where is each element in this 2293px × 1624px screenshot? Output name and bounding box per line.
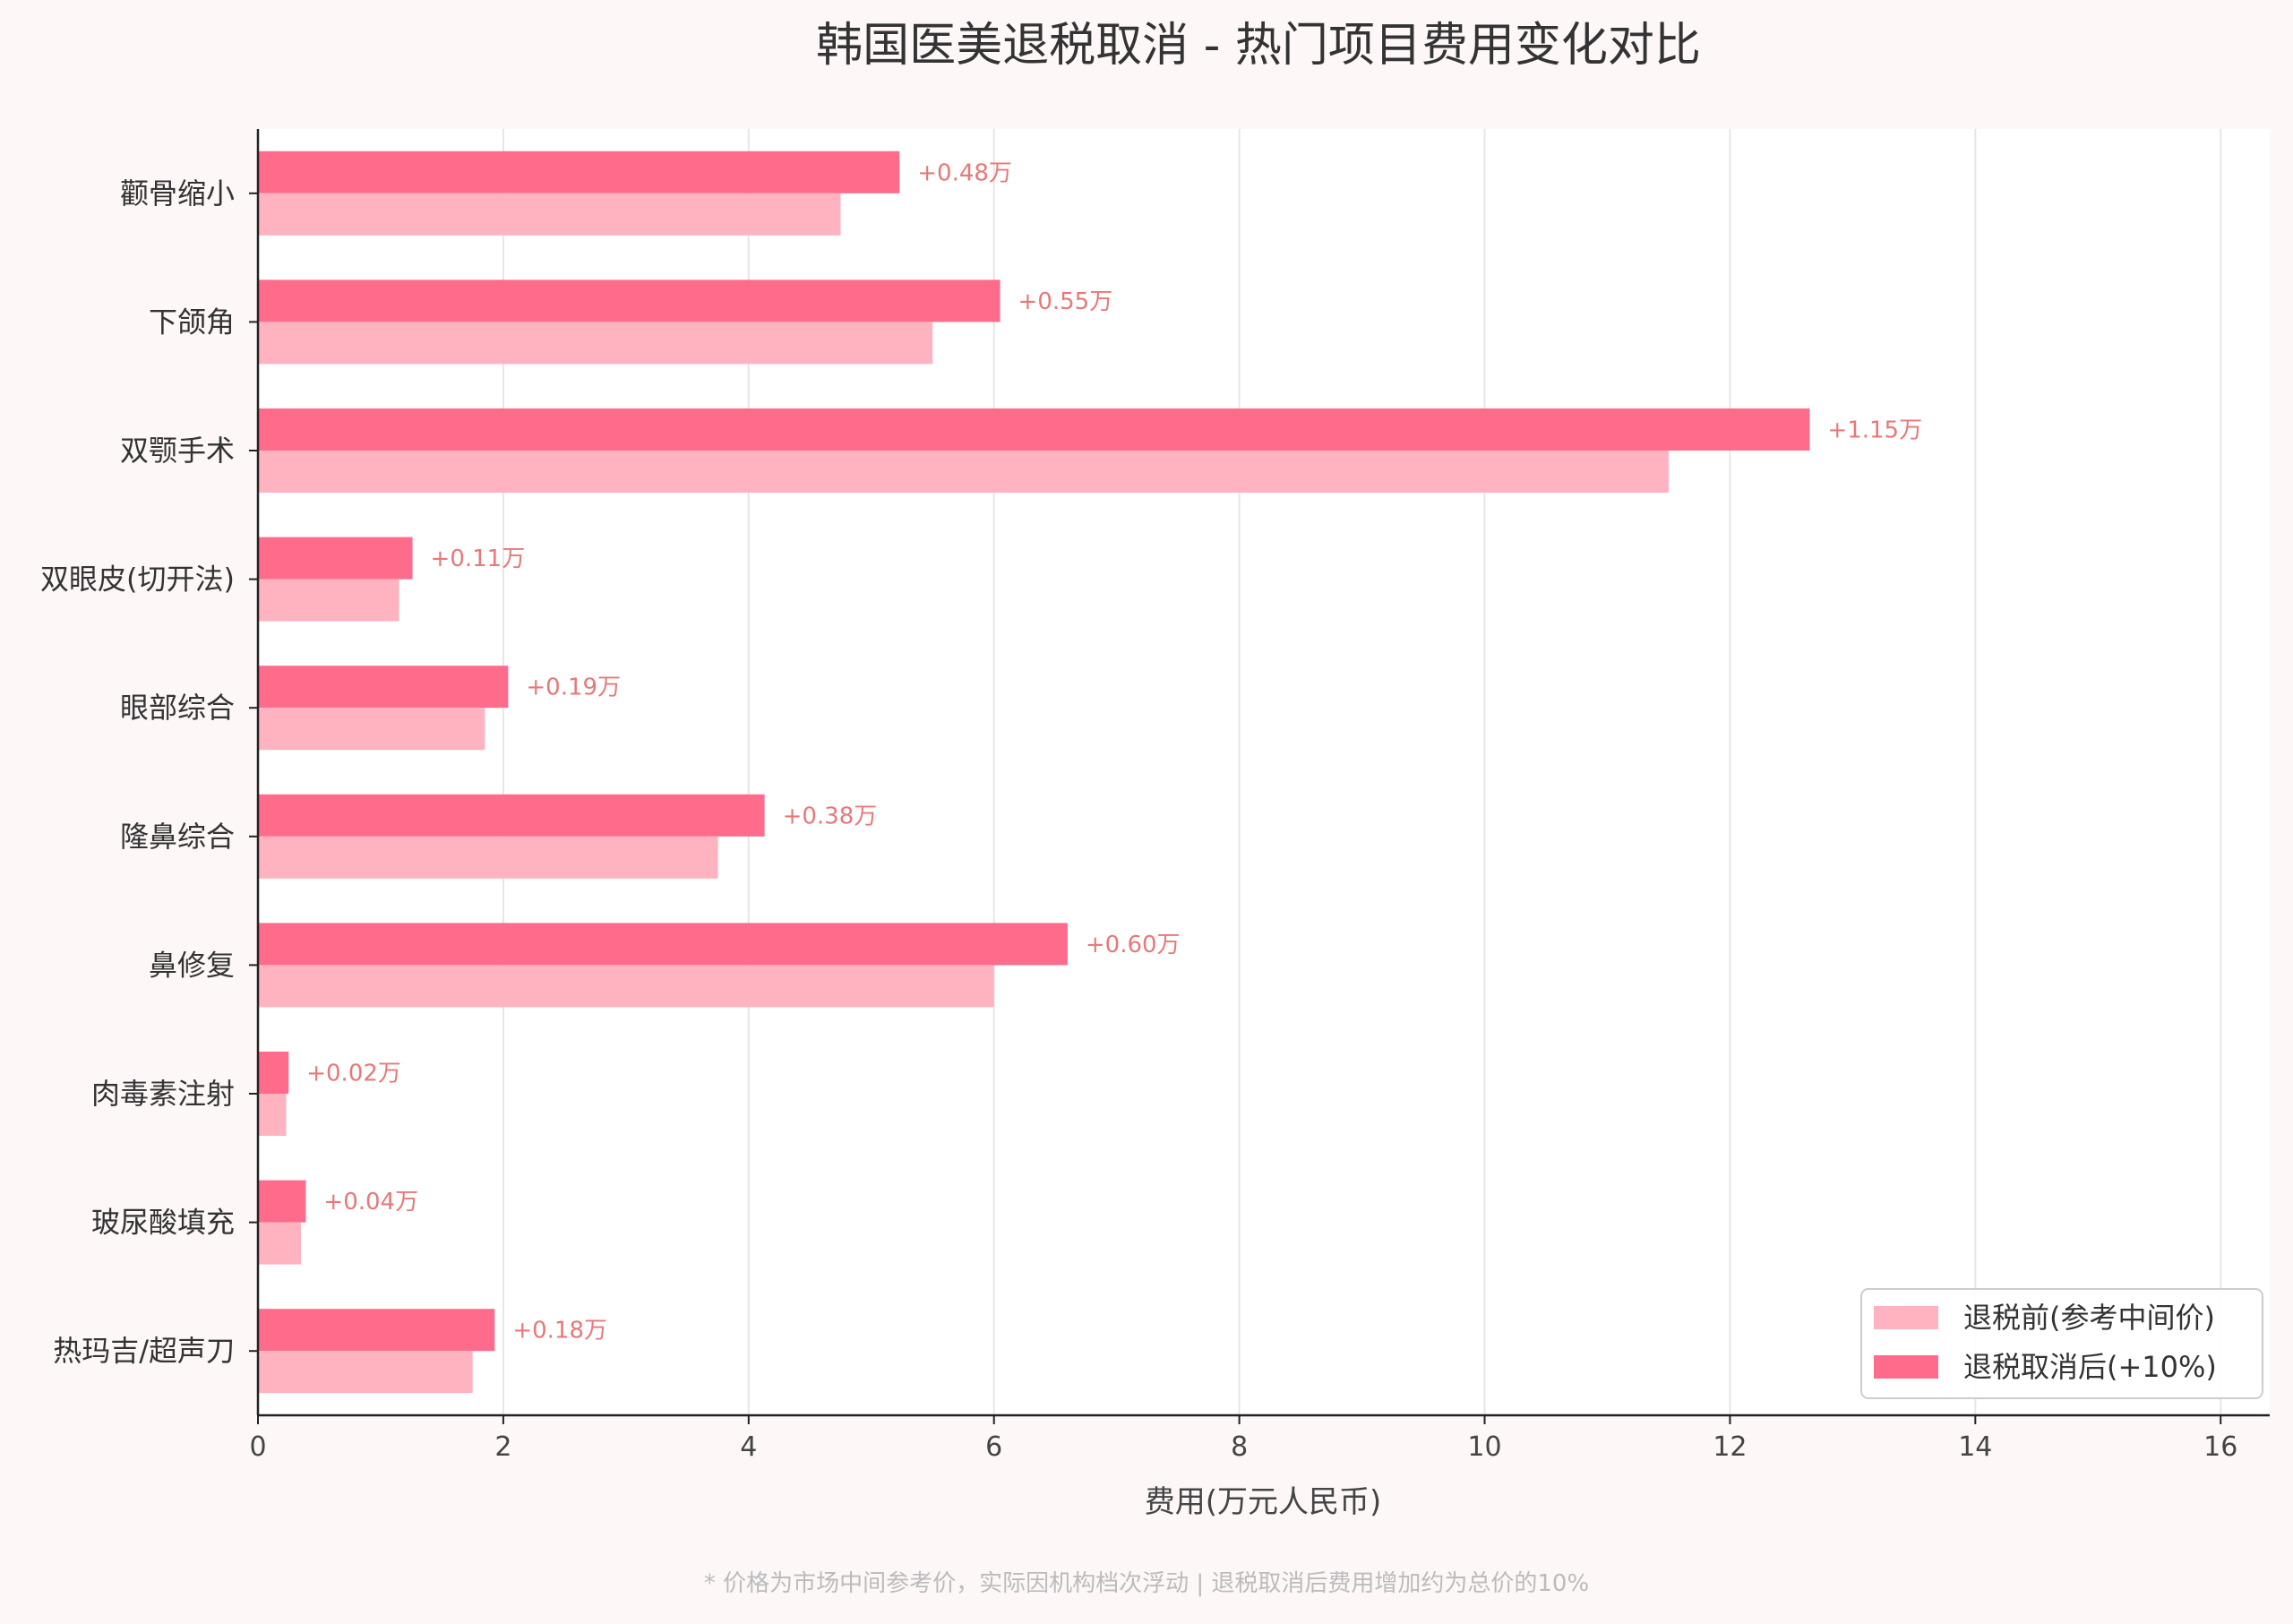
- legend-swatch-before: [1874, 1306, 1938, 1329]
- bar-after: [258, 537, 413, 580]
- bar-after: [258, 923, 1068, 966]
- bar-after: [258, 1309, 495, 1352]
- bar-annotation: +0.60万: [1086, 932, 1181, 958]
- y-tick-label: 隆鼻综合: [120, 820, 235, 854]
- x-axis-ticks: 0 2 4 6 8 10 12 14 16: [249, 1415, 2237, 1463]
- y-tick-label: 鼻修复: [149, 948, 235, 982]
- bar-before: [258, 1222, 301, 1265]
- legend-label-before: 退税前(参考中间价): [1963, 1301, 2215, 1335]
- bar-before: [258, 1351, 473, 1394]
- x-tick-label: 10: [1467, 1431, 1501, 1463]
- x-tick-label: 8: [1231, 1431, 1248, 1463]
- bar-annotation: +1.15万: [1827, 417, 1922, 444]
- y-tick-label: 下颌角: [149, 305, 235, 339]
- legend-box: [1860, 1288, 2263, 1399]
- footnote: * 价格为市场中间参考价，实际因机构档次浮动 | 退税取消后费用增加约为总价的1…: [704, 1570, 1589, 1597]
- grid-lines: [502, 129, 2222, 1415]
- bar-after: [258, 279, 1001, 322]
- y-tick-label: 眼部综合: [120, 691, 235, 725]
- bar-annotation: +0.02万: [306, 1061, 401, 1087]
- y-tick-label: 双眼皮(切开法): [40, 563, 235, 597]
- x-tick-label: 6: [985, 1431, 1002, 1463]
- bar-before: [258, 322, 933, 365]
- bar-after: [258, 150, 900, 193]
- bar-before: [258, 579, 399, 622]
- bar-before: [258, 1094, 287, 1136]
- x-tick-label: 4: [740, 1431, 757, 1463]
- bar-annotations: +0.48万 +0.55万 +1.15万 +0.11万 +0.19万 +0.38万 +0.6…: [306, 159, 1922, 1344]
- bar-annotation: +0.19万: [526, 675, 621, 701]
- x-axis-label: 费用(万元人民币): [1145, 1484, 1382, 1520]
- legend-label-after: 退税取消后(+10%): [1963, 1350, 2217, 1384]
- x-tick-label: 2: [494, 1431, 511, 1463]
- bar-annotation: +0.11万: [431, 546, 526, 572]
- legend-swatch-after: [1874, 1355, 1938, 1379]
- bar-annotation: +0.55万: [1018, 288, 1113, 315]
- bar-before: [258, 708, 485, 751]
- bar-after: [258, 1052, 289, 1094]
- bar-before: [258, 193, 841, 236]
- y-tick-label: 热玛吉/超声刀: [53, 1334, 235, 1368]
- chart-title: 韩国医美退税取消 - 热门项目费用变化对比: [816, 19, 1701, 73]
- x-tick-label: 14: [1958, 1431, 1992, 1463]
- x-tick-label: 16: [2203, 1431, 2237, 1463]
- bar-after: [258, 1180, 306, 1223]
- bar-before: [258, 451, 1669, 493]
- bar-annotation: +0.38万: [783, 803, 878, 829]
- bar-annotation: +0.48万: [917, 159, 1012, 186]
- x-tick-label: 0: [249, 1431, 266, 1463]
- bar-after: [258, 666, 509, 709]
- bar-before: [258, 965, 994, 1008]
- bar-after: [258, 794, 765, 837]
- bar-after: [258, 408, 1810, 451]
- y-tick-label: 颧骨缩小: [120, 176, 235, 211]
- y-tick-label: 玻尿酸填充: [91, 1206, 235, 1240]
- bar-annotation: +0.18万: [512, 1318, 607, 1345]
- bar-annotation: +0.04万: [323, 1189, 418, 1216]
- bar-before: [258, 836, 718, 879]
- y-tick-label: 双颚手术: [120, 434, 235, 468]
- x-tick-label: 12: [1713, 1431, 1747, 1463]
- y-tick-label: 肉毒素注射: [91, 1077, 235, 1111]
- legend: 退税前(参考中间价) 退税取消后(+10%): [1860, 1288, 2263, 1399]
- bars: [258, 150, 1810, 1394]
